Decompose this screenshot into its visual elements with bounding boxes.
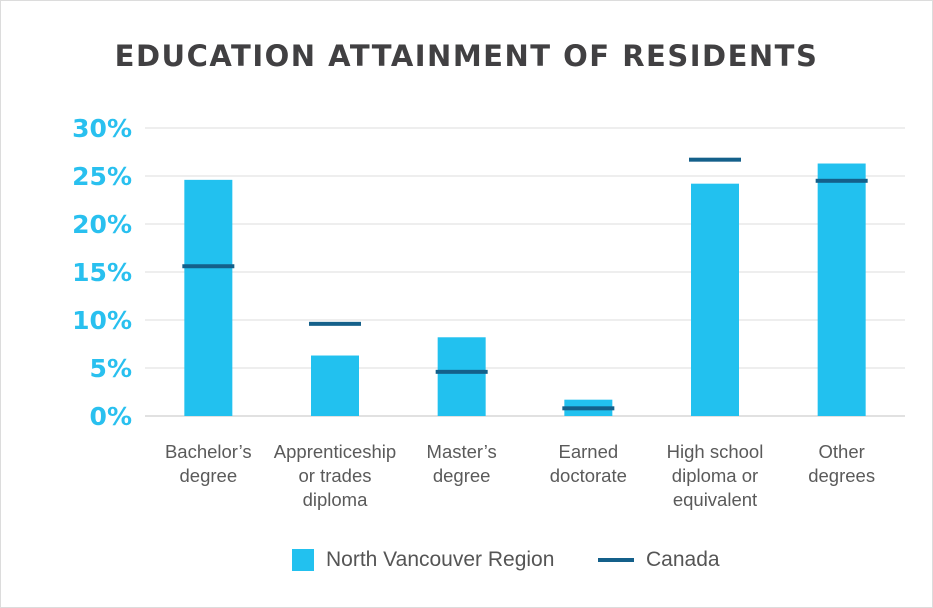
marker-series: [182, 157, 868, 411]
x-category-label: Apprenticeship or trades diploma: [274, 441, 396, 510]
y-tick-label: 5%: [90, 354, 132, 383]
x-category-label-line: Bachelor’s: [165, 441, 252, 462]
bar: [311, 355, 359, 416]
canada-marker: [689, 157, 741, 162]
legend: North Vancouver Region Canada: [0, 545, 931, 575]
canada-marker: [815, 178, 868, 183]
legend-label-north-vancouver: North Vancouver Region: [326, 548, 555, 571]
chart-title: EDUCATION ATTAINMENT OF RESIDENTS: [114, 39, 819, 73]
bar-series: [184, 163, 866, 416]
chart-svg: 0% 5% 10% 15% 20% 25% 30% Bachelor’s degree Appr…: [72, 114, 905, 510]
x-category-label-line: degree: [433, 465, 491, 486]
x-category-label-line: Earned: [559, 441, 619, 462]
y-tick-label: 10%: [72, 306, 132, 335]
x-category-label: Earned doctorate: [550, 441, 627, 486]
legend-item-canada: Canada: [598, 545, 720, 575]
bar: [184, 179, 233, 416]
x-category-label-line: degree: [180, 465, 238, 486]
canada-marker: [182, 264, 235, 269]
legend-swatch-line: [598, 558, 634, 562]
legend-swatch-bar: [292, 549, 314, 571]
y-tick-label: 20%: [72, 210, 132, 239]
x-category-label-line: Master’s: [427, 441, 497, 462]
x-axis: Bachelor’s degree Apprenticeship or trades d…: [165, 441, 875, 510]
x-category-label: Master’s degree: [427, 441, 497, 486]
x-category-label-line: equivalent: [673, 489, 757, 510]
bar: [437, 337, 486, 416]
x-category-label-line: diploma: [303, 489, 368, 510]
canada-marker: [435, 369, 488, 374]
x-category-label-line: Apprenticeship: [274, 441, 396, 462]
x-category-label: Bachelor’s degree: [165, 441, 252, 486]
x-category-label: Other degrees: [808, 441, 875, 486]
legend-label-canada: Canada: [646, 548, 720, 571]
y-tick-label: 15%: [72, 258, 132, 287]
bar: [817, 163, 866, 416]
x-category-label-line: High school: [667, 441, 764, 462]
x-category-label-line: degrees: [808, 465, 875, 486]
canada-marker: [309, 321, 361, 326]
x-category-label-line: doctorate: [550, 465, 627, 486]
x-category-label-line: Other: [819, 441, 865, 462]
y-axis: 0% 5% 10% 15% 20% 25% 30%: [72, 114, 132, 431]
y-tick-label: 30%: [72, 114, 132, 143]
x-category-label-line: diploma or: [672, 465, 758, 486]
x-category-label-line: or trades: [298, 465, 371, 486]
canada-marker: [562, 406, 615, 411]
legend-item-north-vancouver: North Vancouver Region: [292, 545, 554, 575]
gridlines: [145, 127, 905, 417]
y-tick-label: 0%: [90, 402, 132, 431]
bar: [691, 183, 739, 416]
y-tick-label: 25%: [72, 162, 132, 191]
x-category-label: High school diploma or equivalent: [667, 441, 764, 510]
